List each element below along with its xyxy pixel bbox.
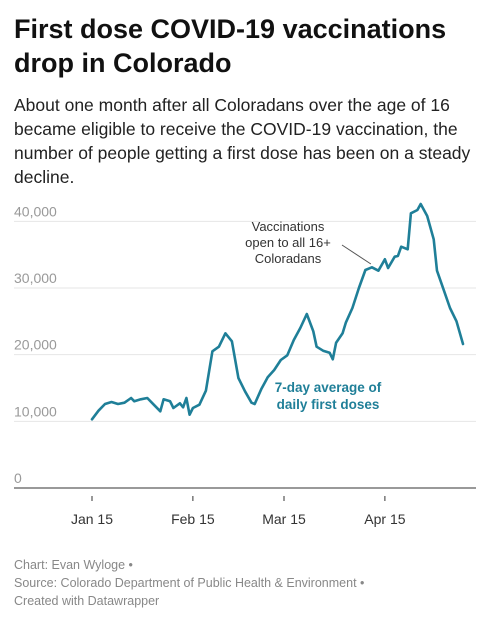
y-axis: 0 10,000 20,000 30,000 40,000 [14, 203, 57, 486]
y-tick-label: 10,000 [14, 403, 57, 419]
x-tick-label: Apr 15 [364, 511, 405, 527]
annotation-connector [341, 244, 372, 265]
y-tick-label: 30,000 [14, 270, 57, 286]
annotation-text: Vaccinations [252, 219, 325, 234]
series-line [90, 202, 465, 421]
chart-footer: Chart: Evan Wyloge • Source: Colorado De… [14, 556, 479, 610]
chart-title: First dose COVID-19 vaccinations drop in… [14, 12, 479, 80]
footer-source: Source: Colorado Department of Public He… [14, 576, 365, 590]
annotation-series-label: 7-day average of daily first doses [275, 380, 382, 412]
footer-tool: Created with Datawrapper [14, 594, 160, 608]
x-axis: Jan 15 Feb 15 Mar 15 Apr 15 [71, 496, 406, 527]
chart-title-line-2: drop in Colorado [14, 48, 232, 78]
footer-credit: Chart: Evan Wyloge • [14, 558, 133, 572]
grid-lines [14, 220, 476, 489]
chart-title-line-1: First dose COVID-19 vaccinations [14, 14, 447, 44]
series-layer [90, 202, 465, 421]
y-tick-label: 40,000 [14, 203, 57, 219]
x-tick-label: Feb 15 [171, 511, 215, 527]
x-tick-label: Jan 15 [71, 511, 113, 527]
chart-subtitle: About one month after all Coloradans ove… [14, 95, 471, 187]
y-tick-label: 0 [14, 470, 22, 486]
annotation-text: Coloradans [255, 251, 322, 266]
series-label-text: 7-day average of [275, 380, 382, 395]
annotation-text: open to all 16+ [245, 235, 331, 250]
series-label-text: daily first doses [277, 397, 380, 412]
x-tick-label: Mar 15 [262, 511, 306, 527]
y-tick-label: 20,000 [14, 337, 57, 353]
